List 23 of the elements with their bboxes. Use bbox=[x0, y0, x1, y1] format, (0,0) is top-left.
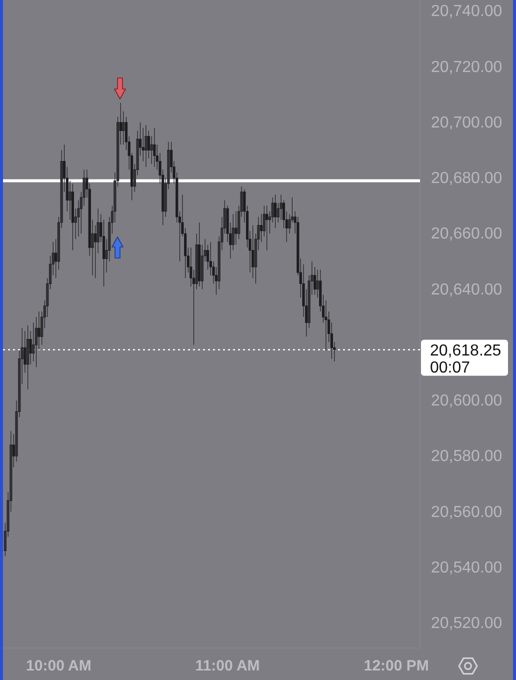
candlestick bbox=[266, 206, 268, 251]
y-tick-label: 20,680.00 bbox=[431, 170, 502, 188]
candlestick bbox=[153, 128, 156, 168]
candlestick bbox=[198, 222, 201, 287]
x-tick-label: 12:00 PM bbox=[364, 658, 429, 675]
text: 00:07 bbox=[430, 360, 470, 377]
x-tick-label: 11:00 AM bbox=[195, 658, 260, 675]
y-tick-label: 20,600.00 bbox=[431, 392, 502, 410]
y-tick-label: 20,720.00 bbox=[431, 58, 502, 76]
candlestick bbox=[71, 183, 74, 251]
y-tick-label: 20,580.00 bbox=[431, 448, 502, 466]
y-tick-label: 20,540.00 bbox=[431, 559, 502, 576]
ref-line-label: 20,618.25 bbox=[430, 342, 502, 360]
candlestick bbox=[26, 325, 30, 390]
y-tick-label: 20,700.00 bbox=[431, 114, 502, 132]
y-tick-label: 20,660.00 bbox=[431, 226, 502, 243]
candlestick bbox=[144, 124, 148, 168]
x-tick-label: 10:00 AM bbox=[26, 658, 92, 675]
y-tick-label: 20,520.00 bbox=[431, 615, 502, 632]
y-tick-label: 20,740.00 bbox=[431, 3, 502, 20]
y-tick-label: 20,640.00 bbox=[431, 281, 502, 298]
candlestick bbox=[274, 194, 277, 228]
y-tick-label: 20,560.00 bbox=[431, 504, 502, 521]
